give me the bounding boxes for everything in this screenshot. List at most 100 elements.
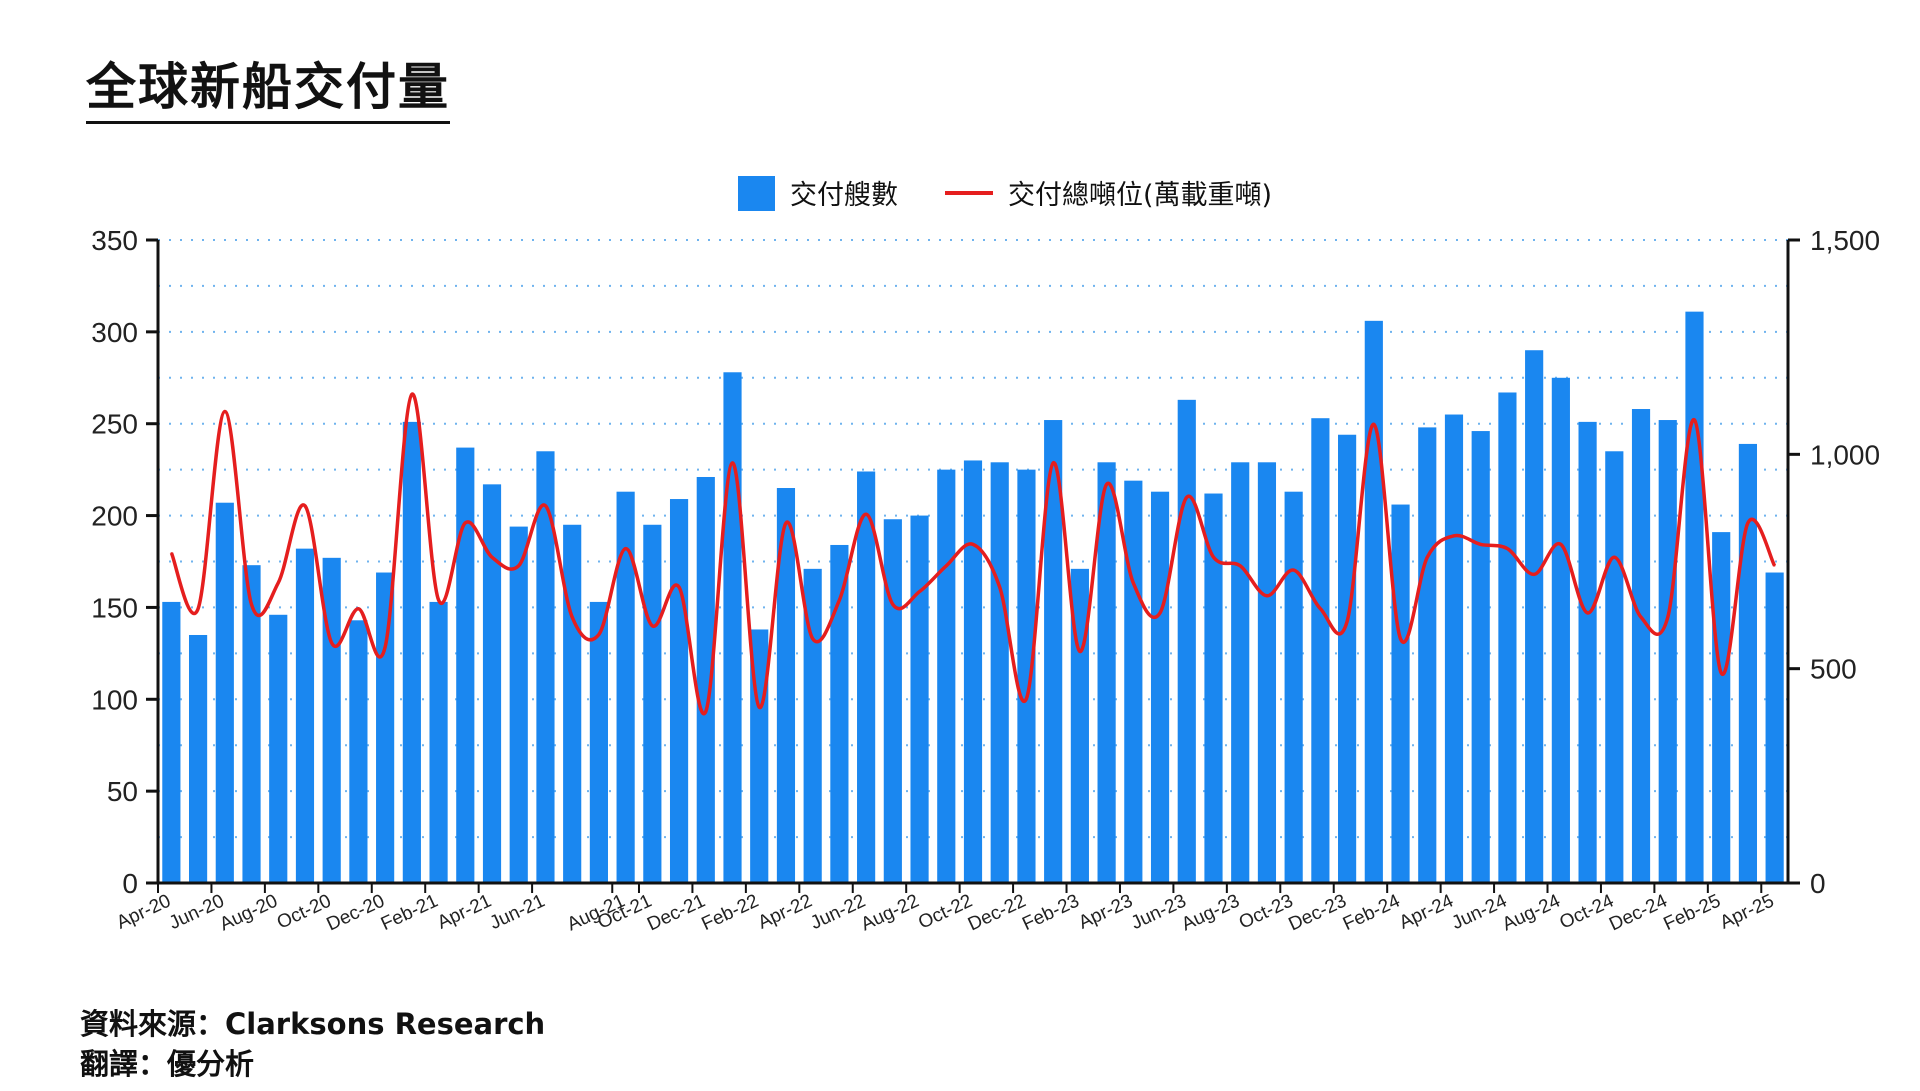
bar-Oct-22: [963, 460, 983, 883]
bar-Feb-25: [1712, 532, 1731, 883]
y-left-tick-label: 50: [107, 776, 138, 807]
bar-Apr-24: [1444, 414, 1464, 883]
line-point-Dec-22: [1025, 697, 1028, 700]
bar-Jul-24: [1525, 350, 1544, 883]
x-tick-label: Apr-21: [434, 890, 495, 933]
line-point-May-22: [838, 599, 841, 601]
bar-Apr-25: [1765, 572, 1784, 883]
bar-May-24: [1471, 431, 1490, 883]
line-point-Aug-23: [1239, 564, 1242, 567]
y-left-tick-label: 350: [91, 225, 138, 256]
x-tick-label: Jun-22: [807, 890, 869, 934]
y-right-tick-label: 0: [1810, 868, 1826, 899]
bar-Dec-22: [1017, 469, 1036, 883]
legend-bar-swatch: [738, 176, 775, 211]
x-tick-label: Apr-22: [755, 890, 816, 933]
line-point-Apr-22: [811, 637, 814, 640]
line-point-Feb-24: [1399, 637, 1402, 640]
line-point-Aug-20: [277, 582, 280, 584]
x-tick-label: Feb-25: [1661, 890, 1724, 934]
bar-Jun-23: [1177, 399, 1196, 883]
bar-May-22: [830, 544, 849, 883]
y-left-tick-label: 200: [91, 501, 138, 532]
line-point-Apr-21: [491, 556, 493, 559]
bar-Apr-23: [1124, 480, 1143, 883]
bar-Oct-24: [1605, 451, 1624, 883]
bar-Apr-22: [803, 568, 822, 883]
y-left-tick-label: 250: [91, 409, 138, 440]
bar-Nov-23: [1311, 418, 1330, 883]
line-point-Feb-23: [1079, 650, 1081, 653]
line-point-Jul-23: [1212, 556, 1215, 559]
bar-Sep-20: [295, 548, 315, 883]
line-point-Apr-25: [1773, 564, 1776, 567]
bar-Feb-21: [429, 601, 448, 883]
bar-May-20: [188, 634, 208, 883]
x-tick-label: Jun-23: [1128, 890, 1190, 934]
bar-May-21: [509, 526, 528, 883]
line-point-May-21: [517, 564, 520, 567]
bar-Jun-20: [215, 502, 234, 883]
axes: [148, 240, 1798, 885]
line-point-Sep-24: [1586, 612, 1589, 614]
bar-Mar-22: [776, 488, 796, 883]
bar-Jul-21: [563, 524, 582, 883]
bar-Jun-21: [536, 451, 555, 883]
bar-Mar-23: [1097, 462, 1116, 883]
line-point-Oct-22: [972, 543, 974, 546]
line-point-Jan-22: [731, 462, 734, 464]
bar-Jan-25: [1685, 311, 1704, 883]
y-axis-left: 0 50 100 150 200 250 300 350: [91, 225, 158, 899]
bar-Jan-23: [1044, 420, 1063, 883]
line-point-Aug-21: [598, 633, 600, 636]
line-point-Sep-20: [304, 504, 306, 507]
line-point-Feb-22: [758, 706, 761, 709]
line-point-Mar-24: [1426, 556, 1429, 559]
x-tick-label: Dec-21: [644, 890, 708, 935]
line-point-Jun-22: [865, 513, 867, 516]
y-left-tick-label: 300: [91, 317, 138, 348]
line-point-Jun-20: [224, 410, 226, 413]
line-point-Aug-24: [1560, 543, 1562, 546]
bar-Sep-24: [1578, 421, 1597, 883]
line-point-Oct-21: [651, 625, 654, 627]
x-tick-label: Dec-23: [1285, 890, 1349, 935]
bar-Dec-24: [1658, 420, 1677, 883]
x-tick-label: Aug-20: [217, 890, 281, 935]
x-tick-label: Aug-24: [1499, 890, 1564, 935]
line-point-Sep-23: [1266, 594, 1268, 597]
bar-series: [162, 311, 1784, 883]
line-point-Apr-20: [170, 552, 173, 554]
line-point-Apr-24: [1453, 534, 1455, 537]
bar-Feb-24: [1391, 504, 1410, 883]
x-tick-label: Apr-24: [1396, 890, 1457, 933]
line-point-Oct-20: [330, 642, 333, 644]
line-point-May-23: [1159, 612, 1161, 614]
x-tick-label: Oct-23: [1236, 890, 1297, 933]
x-tick-label: Apr-23: [1076, 890, 1137, 933]
bar-Dec-21: [696, 476, 715, 883]
line-point-Jun-24: [1506, 547, 1509, 550]
bar-Aug-20: [269, 614, 288, 883]
line-point-Dec-23: [1346, 620, 1348, 623]
bar-Oct-21: [643, 524, 662, 883]
bar-Jun-22: [857, 471, 876, 883]
x-tick-label: Dec-24: [1606, 890, 1671, 935]
y-right-tick-label: 1,500: [1810, 225, 1880, 256]
line-point-May-20: [197, 607, 199, 610]
line-point-Jul-24: [1533, 573, 1535, 576]
line-point-Nov-20: [357, 607, 360, 610]
bar-Jan-22: [723, 372, 742, 883]
line-point-Jul-21: [571, 616, 573, 619]
line-point-Jan-24: [1373, 423, 1375, 426]
legend-bar-label: 交付艘數: [790, 180, 898, 211]
y-left-tick-label: 150: [91, 592, 138, 623]
translation-note: 翻譯：優分析: [80, 1047, 255, 1081]
bar-Apr-20: [162, 601, 181, 883]
line-point-Dec-24: [1666, 616, 1669, 619]
bar-Apr-21: [482, 484, 502, 883]
bar-Aug-23: [1231, 462, 1250, 883]
bar-Mar-25: [1738, 443, 1758, 883]
x-tick-label: Feb-21: [378, 890, 441, 934]
line-point-Jul-22: [892, 603, 894, 606]
